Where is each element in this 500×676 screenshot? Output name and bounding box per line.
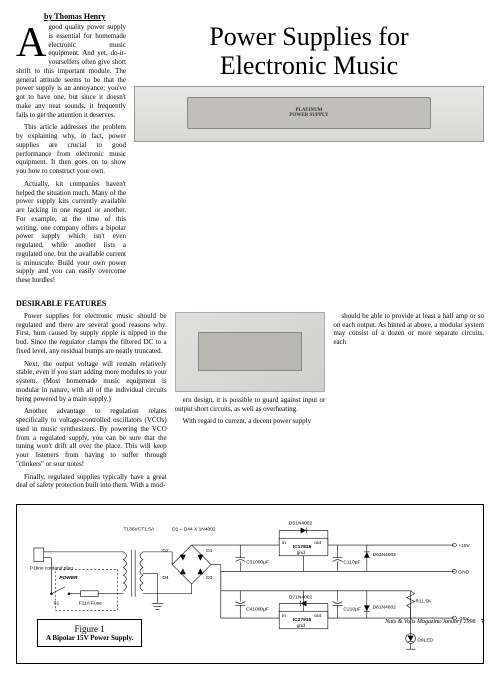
c1p4: Finally, regulated supplies typically ha… — [16, 473, 167, 491]
three-column-body: Power supplies for electronic music shou… — [16, 312, 484, 494]
switch-label: S1 — [53, 600, 59, 606]
pcb-photo — [175, 312, 326, 392]
c3p1: should be able to provide at least a hal… — [333, 312, 484, 347]
figure-label-box: Figure 1 A Bipolar 15V Power Supply. — [37, 619, 142, 647]
ic1-gnd: gnd — [297, 550, 305, 556]
page-number: 7 — [481, 619, 484, 625]
c4-label: C41000µF — [246, 606, 269, 612]
pcb-board — [198, 332, 302, 371]
intro-text: A good quality power supply is essential… — [16, 23, 126, 285]
d5-label: D51N4002 — [289, 521, 313, 527]
bridge-label: D1 – D44 X 1N4002 — [172, 526, 216, 532]
byline: by Thomas Henry — [44, 12, 484, 21]
column-2: ern design, it is possible to guard agai… — [175, 312, 326, 494]
ic2-out: out — [314, 613, 321, 619]
power-label: POWER — [59, 575, 78, 581]
c1p3: Another advantage to regulation relates … — [16, 407, 167, 468]
r1-label: R11.5K — [415, 598, 432, 604]
d2-label: D2 — [162, 548, 169, 554]
figure-number: Figure 1 — [46, 624, 133, 634]
ic2-label: IC27915 — [293, 617, 312, 623]
d4-label: D4 — [162, 575, 169, 581]
section-heading: DESIRABLE FEATURES — [16, 299, 484, 308]
fuse-label: F11A Fuse — [79, 600, 102, 606]
column-3: should be able to provide at least a hal… — [333, 312, 484, 494]
ic1-label: IC17815 — [293, 544, 312, 550]
intro-para-2: This article addresses the problem by ex… — [16, 123, 126, 176]
c2p2: With regard to current, a decent power s… — [175, 417, 326, 426]
pos15-label: +15V — [458, 543, 470, 549]
d7-label: D71N4002 — [289, 595, 313, 601]
transformer-label: T136VCT1.5A — [123, 526, 155, 532]
title-line-1: Power Supplies for — [209, 22, 408, 51]
schematic-figure: P1line cordand plug S1 F11A Fuse POWER T… — [16, 504, 484, 664]
c2-label: C210µF — [343, 606, 360, 612]
article-title: Power Supplies for Electronic Music — [134, 23, 484, 80]
ic1-in: in — [282, 540, 286, 546]
d9-label: D9LED — [417, 637, 433, 643]
top-section: A good quality power supply is essential… — [16, 23, 484, 289]
c1-label: C110µF — [343, 560, 360, 566]
title-area: Power Supplies for Electronic Music PLAT… — [134, 23, 484, 289]
d6-label: D61N4002 — [373, 552, 397, 558]
page-footer: Nuts & Volts Magazine/January 1998 7 — [385, 619, 484, 625]
intro-column: A good quality power supply is essential… — [16, 23, 126, 289]
c2p1: ern design, it is possible to guard agai… — [175, 396, 326, 414]
title-line-2: Electronic Music — [220, 51, 398, 80]
hero-photo: PLATINUM POWER SUPPLY — [134, 86, 484, 142]
article-page: by Thomas Henry A good quality power sup… — [0, 0, 500, 676]
gnd-label: GND — [458, 569, 469, 575]
hero-plate: PLATINUM POWER SUPPLY — [187, 97, 431, 129]
ic1-out: out — [314, 540, 321, 546]
c1p1: Power supplies for electronic music shou… — [16, 312, 167, 356]
intro-para-3: Actually, kit companies haven't helped t… — [16, 180, 126, 285]
ic2-in: in — [282, 613, 286, 619]
d8-label: D81N4002 — [373, 604, 397, 610]
c1p2: Next, the output voltage will remain rel… — [16, 360, 167, 404]
d3-label: D3 — [206, 575, 213, 581]
footer-magazine: Nuts & Volts Magazine/January 1998 — [385, 619, 475, 625]
c3-label: C31000µF — [246, 560, 269, 566]
figure-caption: A Bipolar 15V Power Supply. — [46, 634, 133, 642]
ic2-gnd: gnd — [297, 623, 305, 629]
dropcap: A — [16, 25, 46, 61]
column-1: Power supplies for electronic music shou… — [16, 312, 167, 494]
hero-caption-bottom: POWER SUPPLY — [289, 113, 328, 118]
d1-label: D1 — [206, 548, 213, 554]
